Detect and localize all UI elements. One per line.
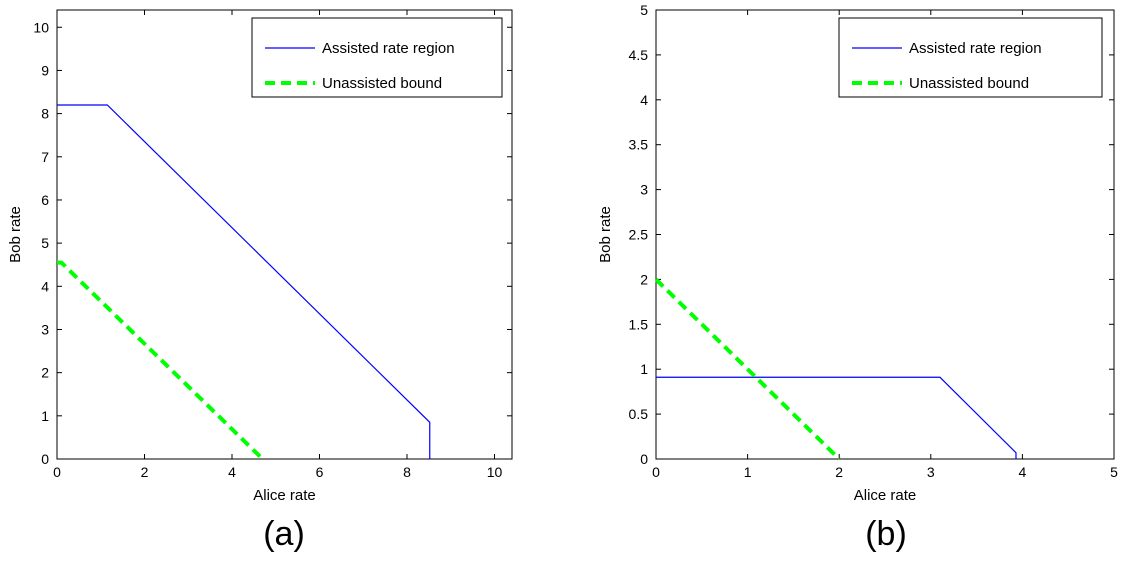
chart-panel-b: 0 1 2 3 4 5 0 0.5 1 1.5 2 2.5 3 3.5 4 4.5 5 Alice rate Bob… xyxy=(561,0,1122,562)
y-tick-label: 0 xyxy=(41,451,49,467)
y-tick-label: 8 xyxy=(41,106,49,122)
x-tick-label: 4 xyxy=(1019,464,1027,480)
y-tick-label: 2.5 xyxy=(629,227,649,243)
y-tick-label: 6 xyxy=(41,192,49,208)
y-tick-label: 3 xyxy=(41,321,49,337)
y-tick-label: 0 xyxy=(640,451,648,467)
legend-label: Unassisted bound xyxy=(322,75,442,92)
x-tick-label: 8 xyxy=(403,464,411,480)
y-axis-label: Bob rate xyxy=(7,206,24,263)
legend-label: Assisted rate region xyxy=(322,40,455,57)
unassisted-bound-line xyxy=(57,260,265,461)
y-tick-label: 1 xyxy=(41,408,49,424)
legend-label: Assisted rate region xyxy=(909,40,1042,57)
y-tick-label: 0.5 xyxy=(629,406,649,422)
y-tick-label: 4 xyxy=(41,278,49,294)
y-tick-label: 9 xyxy=(41,62,49,78)
y-tick-label: 2 xyxy=(41,365,49,381)
panel-caption: (a) xyxy=(263,515,305,553)
x-tick-label: 6 xyxy=(316,464,324,480)
y-tick-label: 5 xyxy=(41,235,49,251)
x-tick-label: 5 xyxy=(1110,464,1118,480)
chart-panel-a: 0 2 4 6 8 10 0 1 2 3 4 5 6 7 8 9 10 Alice rate Bob rate Ass… xyxy=(7,9,513,553)
y-tick-label: 1 xyxy=(640,361,648,377)
y-tick-label: 10 xyxy=(33,19,49,35)
y-tick-label: 3.5 xyxy=(629,137,649,153)
y-tick-label: 5 xyxy=(640,2,648,18)
assisted-rate-line xyxy=(656,376,1017,459)
assisted-rate-line xyxy=(57,104,431,459)
y-tick-label: 3 xyxy=(640,182,648,198)
y-tick-label: 4.5 xyxy=(629,47,649,63)
x-tick-label: 3 xyxy=(927,464,935,480)
y-tick-label: 1.5 xyxy=(629,316,649,332)
x-tick-label: 2 xyxy=(141,464,149,480)
panel-caption: (b) xyxy=(865,515,907,553)
x-tick-label: 10 xyxy=(487,464,503,480)
y-tick-label: 7 xyxy=(41,149,49,165)
legend-box xyxy=(838,17,1103,98)
x-axis-label: Alice rate xyxy=(854,487,917,504)
chart-b: 0 1 2 3 4 5 0 0.5 1 1.5 2 2.5 3 3.5 4 4.5 5 Alice rate Bob… xyxy=(597,2,1118,553)
plot-area-frame xyxy=(56,9,513,460)
legend-box xyxy=(251,17,503,98)
legend-label: Unassisted bound xyxy=(909,75,1029,92)
unassisted-bound-line xyxy=(654,277,841,461)
x-tick-label: 0 xyxy=(652,464,660,480)
y-axis-label: Bob rate xyxy=(597,206,614,263)
x-tick-label: 0 xyxy=(53,464,61,480)
x-tick-label: 2 xyxy=(835,464,843,480)
y-tick-label: 4 xyxy=(640,92,648,108)
y-tick-label: 2 xyxy=(640,271,648,287)
chart-a: 0 2 4 6 8 10 0 1 2 3 4 5 6 7 8 9 10 Alice rate Bob rate Ass… xyxy=(7,9,513,553)
x-tick-label: 4 xyxy=(228,464,236,480)
x-tick-label: 1 xyxy=(744,464,752,480)
x-axis-label: Alice rate xyxy=(253,487,316,504)
